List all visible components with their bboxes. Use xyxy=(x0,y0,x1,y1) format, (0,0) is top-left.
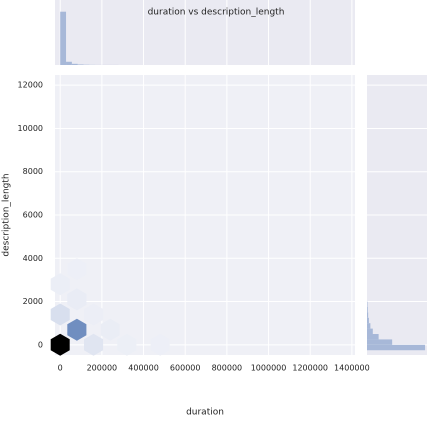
y-hist-bar xyxy=(367,329,373,334)
x-hist-bar xyxy=(60,12,66,65)
y-tick-label: 0 xyxy=(38,340,43,349)
y-tick-label: 2000 xyxy=(23,297,43,306)
y-tick-label: 8000 xyxy=(23,167,43,176)
y-hist-bar xyxy=(367,339,392,344)
x-hist-bar xyxy=(66,62,72,65)
x-tick-label: 0 xyxy=(58,364,63,373)
y-tick-label: 12000 xyxy=(18,81,43,90)
y-hist-bar xyxy=(367,323,370,328)
y-hist-bar xyxy=(367,307,368,312)
y-hist-bar xyxy=(367,312,368,317)
x-tick-label: 1000000 xyxy=(251,364,287,373)
y-axis-label: description_length xyxy=(2,173,12,256)
x-tick-label: 200000 xyxy=(87,364,118,373)
y-hist-bar xyxy=(367,345,425,350)
y-tick-label: 10000 xyxy=(18,124,43,133)
x-tick-label: 600000 xyxy=(170,364,201,373)
x-axis-label: duration xyxy=(186,408,224,418)
y-tick-label: 4000 xyxy=(23,254,43,263)
y-tick-label: 6000 xyxy=(23,211,43,220)
x-hist-bar xyxy=(72,64,78,65)
y-hist-bar xyxy=(367,318,369,323)
x-tick-label: 1200000 xyxy=(292,364,328,373)
x-hist-bar xyxy=(78,64,84,65)
x-tick-label: 1400000 xyxy=(334,364,370,373)
x-tick-label: 400000 xyxy=(128,364,159,373)
x-tick-label: 800000 xyxy=(212,364,243,373)
y-hist-bar xyxy=(367,334,379,339)
chart-title: duration vs description_length xyxy=(148,8,285,18)
